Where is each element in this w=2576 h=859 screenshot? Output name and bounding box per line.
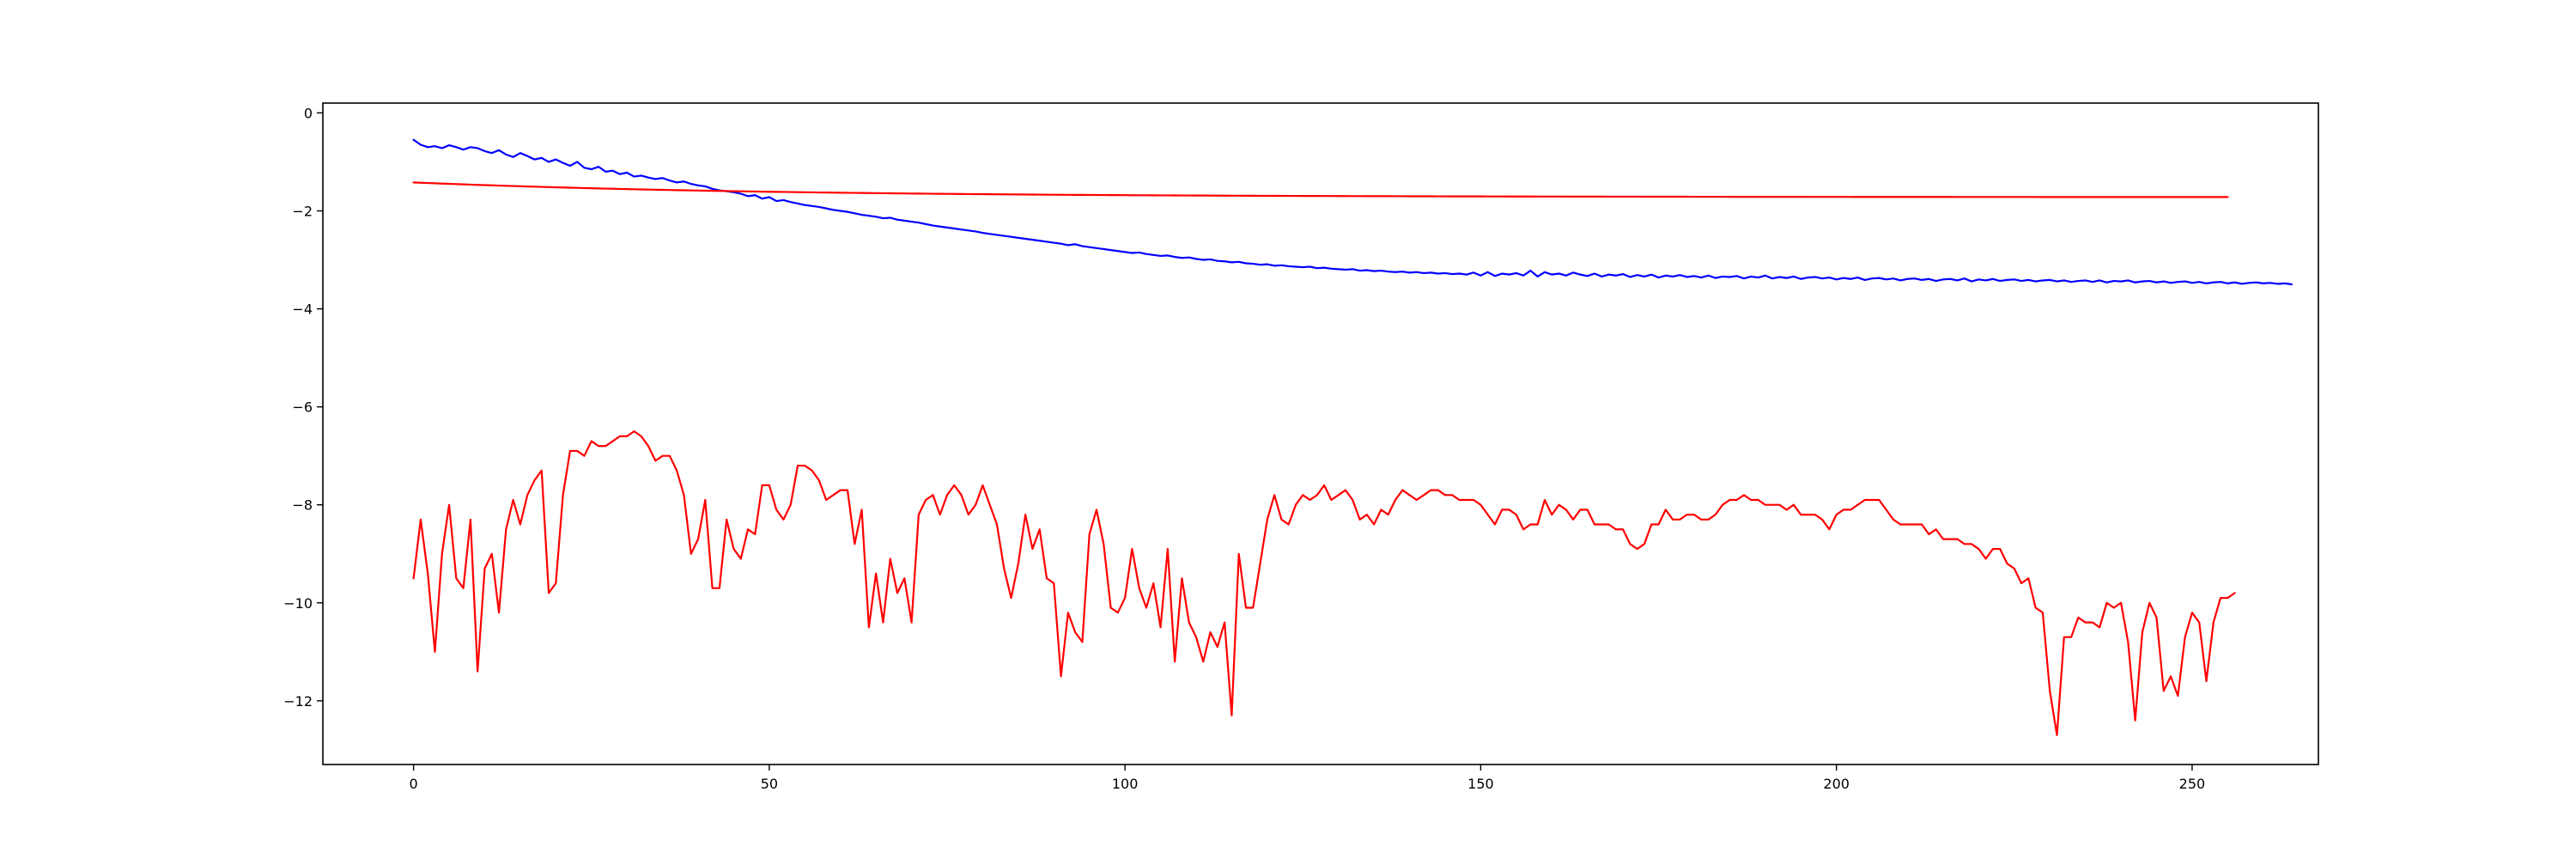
y-tick-label: −8 [292, 497, 313, 514]
x-tick-label: 100 [1112, 776, 1139, 792]
y-tick-label: −6 [292, 399, 313, 416]
y-tick-label: −2 [292, 203, 313, 219]
x-axis: 0 50 100 150 200 250 [410, 765, 2206, 792]
x-tick-label: 150 [1467, 776, 1494, 792]
series-line-3 [412, 430, 2236, 736]
x-tick-label: 250 [2179, 776, 2206, 792]
series-layer [412, 138, 2293, 736]
y-tick-label: −4 [292, 302, 313, 318]
y-tick-label: 0 [304, 105, 313, 121]
x-tick-label: 50 [761, 776, 778, 792]
plot-frame [322, 102, 2319, 765]
y-tick-label: −12 [283, 693, 313, 710]
x-tick-label: 0 [410, 776, 418, 792]
x-tick-label: 200 [1823, 776, 1850, 792]
series-line-2 [412, 181, 2229, 198]
y-axis: 0 −2 −4 −6 −8 −10 −12 [283, 105, 323, 710]
y-tick-label: −10 [283, 595, 313, 612]
